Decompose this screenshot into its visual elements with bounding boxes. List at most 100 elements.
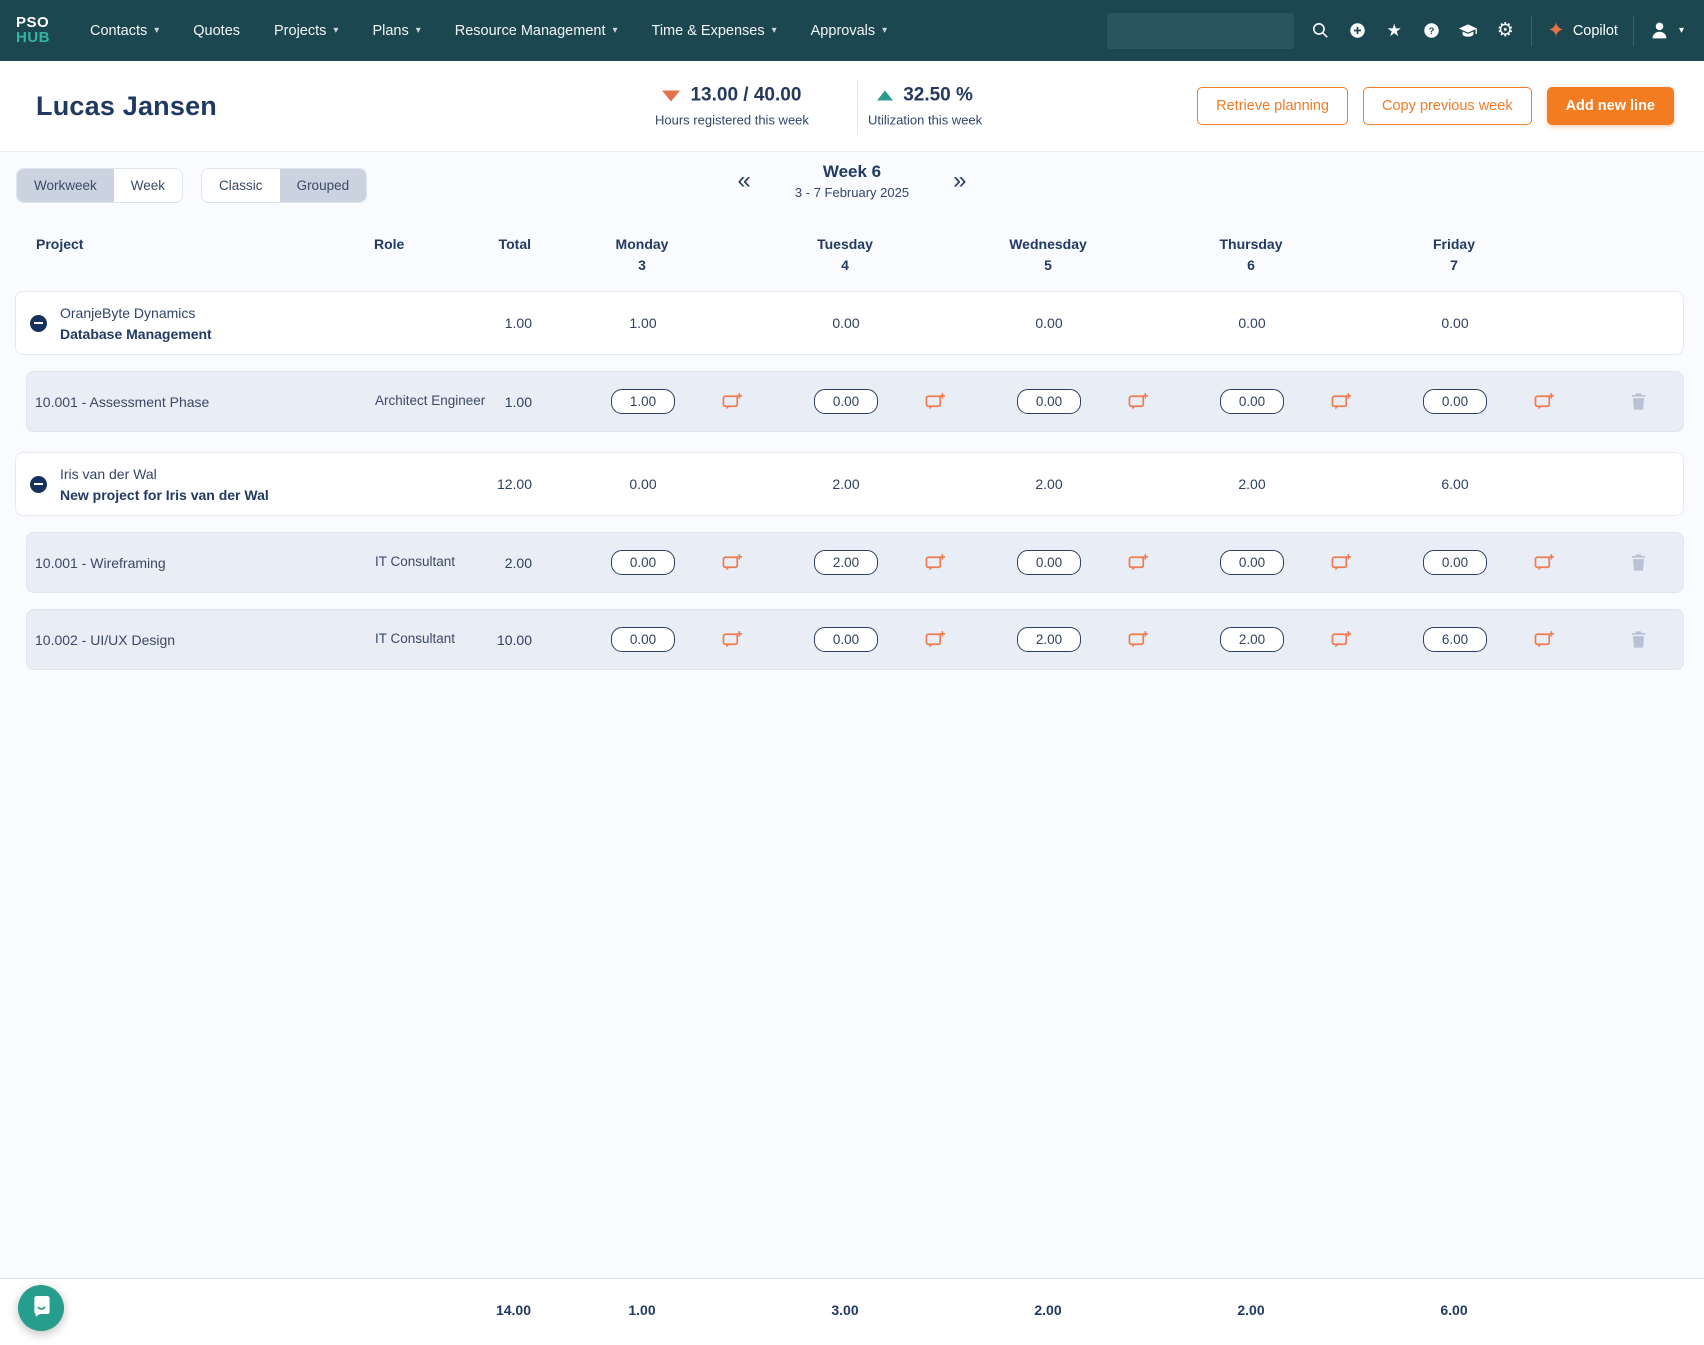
hours-input-tuesday[interactable]	[814, 389, 878, 414]
nav-item-contacts[interactable]: Contacts ▾	[90, 23, 159, 39]
add-comment-icon[interactable]	[1520, 392, 1555, 412]
nav-item-label: Resource Management	[455, 23, 606, 39]
footer-total-monday: 1.00	[577, 1302, 707, 1318]
add-comment-icon[interactable]	[911, 553, 946, 573]
nav-divider	[1531, 16, 1532, 46]
project-name[interactable]: Database Management	[60, 326, 370, 342]
nav-item-plans[interactable]: Plans ▾	[372, 23, 420, 39]
group-day-total: 0.00	[1390, 315, 1520, 331]
hours-input-wednesday[interactable]	[1017, 389, 1081, 414]
hours-input-monday[interactable]	[611, 627, 675, 652]
hours-input-friday[interactable]	[1423, 550, 1487, 575]
footer-total-tuesday: 3.00	[780, 1302, 910, 1318]
hours-input-thursday[interactable]	[1220, 627, 1284, 652]
delete-row-icon[interactable]	[1630, 630, 1647, 649]
utilization-value: 32.50 %	[903, 85, 973, 107]
hours-input-wednesday[interactable]	[1017, 627, 1081, 652]
favorites-star-icon[interactable]: ★	[1383, 20, 1405, 42]
project-group-row: OranjeByte Dynamics Database Management …	[15, 291, 1684, 355]
add-comment-icon[interactable]	[1114, 553, 1149, 573]
add-comment-icon[interactable]	[1317, 553, 1352, 573]
hours-input-thursday[interactable]	[1220, 389, 1284, 414]
hours-input-monday[interactable]	[611, 389, 675, 414]
settings-gear-icon[interactable]: ⚙	[1494, 20, 1516, 42]
group-total: 12.00	[490, 476, 578, 492]
add-new-line-button[interactable]: Add new line	[1547, 87, 1674, 125]
group-day-total: 2.00	[1187, 476, 1317, 492]
collapse-group-icon[interactable]	[30, 315, 47, 332]
toggle-grouped[interactable]: Grouped	[280, 169, 367, 202]
help-icon[interactable]: ?	[1420, 20, 1442, 42]
add-comment-icon[interactable]	[911, 630, 946, 650]
task-total: 10.00	[490, 632, 578, 648]
hours-input-wednesday[interactable]	[1017, 550, 1081, 575]
add-comment-icon[interactable]	[1114, 392, 1149, 412]
global-search-input[interactable]	[1107, 13, 1294, 49]
psohub-logo[interactable]: PSO HUB	[16, 16, 50, 45]
group-day-total: 2.00	[984, 476, 1114, 492]
user-menu[interactable]: ▾	[1649, 20, 1684, 42]
utilization-label: Utilization this week	[868, 113, 982, 128]
hours-input-thursday[interactable]	[1220, 550, 1284, 575]
nav-item-time-expenses[interactable]: Time & Expenses ▾	[652, 23, 777, 39]
footer-total-wednesday: 2.00	[983, 1302, 1113, 1318]
project-name[interactable]: New project for Iris van der Wal	[60, 487, 370, 503]
hours-registered-stat: 13.00 / 40.00 Hours registered this week	[655, 85, 809, 128]
add-comment-icon[interactable]	[1520, 630, 1555, 650]
footer-total-all: 14.00	[489, 1302, 577, 1318]
add-comment-icon[interactable]	[708, 392, 743, 412]
nav-item-projects[interactable]: Projects ▾	[274, 23, 338, 39]
column-header-total: Total	[489, 236, 577, 252]
add-comment-icon[interactable]	[708, 553, 743, 573]
copilot-button[interactable]: ✦ Copilot	[1547, 20, 1618, 41]
add-circle-icon[interactable]	[1346, 20, 1368, 42]
user-avatar-icon	[1649, 20, 1671, 42]
collapse-group-icon[interactable]	[30, 476, 47, 493]
top-nav: PSO HUB Contacts ▾ Quotes Projects ▾ Pla…	[0, 0, 1704, 61]
hours-input-friday[interactable]	[1423, 389, 1487, 414]
workweek-week-toggle: Workweek Week	[16, 168, 183, 203]
page-header: Lucas Jansen 13.00 / 40.00 Hours registe…	[0, 61, 1704, 152]
add-comment-icon[interactable]	[1520, 553, 1555, 573]
toggle-week[interactable]: Week	[114, 169, 182, 202]
utilization-stat: 32.50 % Utilization this week	[868, 85, 982, 128]
add-comment-icon[interactable]	[708, 630, 743, 650]
task-row: 10.001 - Assessment Phase Architect Engi…	[26, 371, 1684, 432]
column-header-monday: Monday3	[577, 236, 707, 273]
add-comment-icon[interactable]	[911, 392, 946, 412]
task-name: 10.002 - UI/UX Design	[27, 632, 370, 648]
group-total: 1.00	[490, 315, 578, 331]
hours-input-monday[interactable]	[611, 550, 675, 575]
client-name[interactable]: Iris van der Wal	[60, 466, 370, 482]
search-icon[interactable]	[1309, 20, 1331, 42]
client-name[interactable]: OranjeByte Dynamics	[60, 305, 370, 321]
hours-label: Hours registered this week	[655, 113, 809, 128]
hours-input-tuesday[interactable]	[814, 550, 878, 575]
timesheet: Project Role Total Monday3 Tuesday4 Wedn…	[15, 222, 1684, 670]
delete-row-icon[interactable]	[1630, 392, 1647, 411]
add-comment-icon[interactable]	[1317, 630, 1352, 650]
hours-input-friday[interactable]	[1423, 627, 1487, 652]
column-header-role: Role	[369, 236, 489, 252]
delete-row-icon[interactable]	[1630, 553, 1647, 572]
nav-item-label: Plans	[372, 23, 408, 39]
chat-launcher-button[interactable]	[18, 1285, 64, 1331]
academy-graduation-cap-icon[interactable]	[1457, 20, 1479, 42]
nav-item-resource-management[interactable]: Resource Management ▾	[455, 23, 618, 39]
toggle-classic[interactable]: Classic	[202, 169, 280, 202]
nav-item-quotes[interactable]: Quotes	[193, 23, 240, 39]
nav-item-approvals[interactable]: Approvals ▾	[811, 23, 888, 39]
retrieve-planning-button[interactable]: Retrieve planning	[1197, 87, 1348, 125]
task-role: IT Consultant	[370, 553, 490, 571]
next-week-icon[interactable]: »	[953, 169, 966, 193]
hours-input-tuesday[interactable]	[814, 627, 878, 652]
add-comment-icon[interactable]	[1317, 392, 1352, 412]
footer-total-thursday: 2.00	[1186, 1302, 1316, 1318]
toggle-workweek[interactable]: Workweek	[17, 169, 114, 202]
add-comment-icon[interactable]	[1114, 630, 1149, 650]
previous-week-icon[interactable]: «	[738, 169, 751, 193]
chat-bubble-icon	[29, 1293, 54, 1323]
task-name: 10.001 - Assessment Phase	[27, 394, 370, 410]
copy-previous-week-button[interactable]: Copy previous week	[1363, 87, 1532, 125]
view-toggles: Workweek Week Classic Grouped	[16, 168, 367, 203]
